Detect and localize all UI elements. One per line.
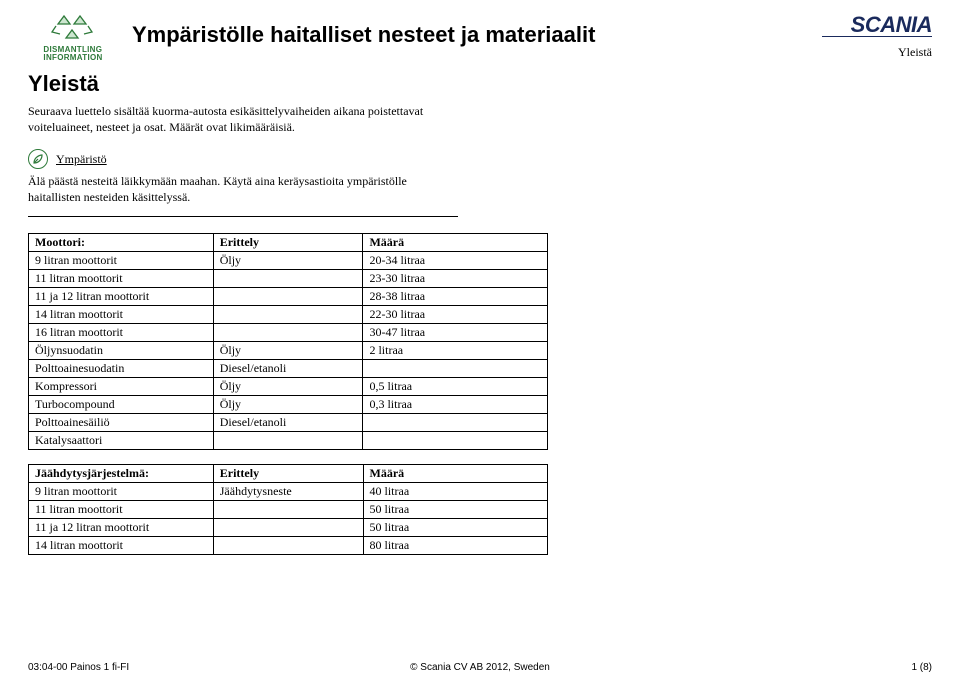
environment-block: Ympäristö Älä päästä nesteitä läikkymään… xyxy=(28,149,458,216)
table-cell: Diesel/etanoli xyxy=(213,413,363,431)
table-cell xyxy=(363,359,548,377)
table-header-cell: Määrä xyxy=(363,233,548,251)
table-cell: 0,3 litraa xyxy=(363,395,548,413)
footer-center: © Scania CV AB 2012, Sweden xyxy=(410,662,550,673)
table-cell: 11 litran moottorit xyxy=(29,500,214,518)
table-row: 9 litran moottoritJäähdytysneste40 litra… xyxy=(29,482,548,500)
environment-head: Ympäristö xyxy=(28,149,458,169)
table-header-cell: Moottori: xyxy=(29,233,214,251)
page-header: DISMANTLING INFORMATION Ympäristölle hai… xyxy=(28,12,932,63)
table-cell: 80 litraa xyxy=(363,536,547,554)
table-row: PolttoainesäiliöDiesel/etanoli xyxy=(29,413,548,431)
table-cell: Polttoainesuodatin xyxy=(29,359,214,377)
environment-title: Ympäristö xyxy=(56,152,107,167)
table-header-cell: Määrä xyxy=(363,464,547,482)
table-row: Katalysaattori xyxy=(29,431,548,449)
recycle-icon xyxy=(50,12,96,44)
table-cell xyxy=(213,287,363,305)
table-cell: Diesel/etanoli xyxy=(213,359,363,377)
table-cell: Katalysaattori xyxy=(29,431,214,449)
table-row: TurbocompoundÖljy0,3 litraa xyxy=(29,395,548,413)
table-row: 11 ja 12 litran moottorit 50 litraa xyxy=(29,518,548,536)
table-cell: 2 litraa xyxy=(363,341,548,359)
table-cell xyxy=(213,431,363,449)
leaf-icon xyxy=(28,149,48,169)
logo-text: DISMANTLING INFORMATION xyxy=(43,46,102,63)
table-cell: 14 litran moottorit xyxy=(29,536,214,554)
engine-table: Moottori:ErittelyMäärä9 litran moottorit… xyxy=(28,233,548,450)
table-cell: 11 ja 12 litran moottorit xyxy=(29,518,214,536)
top-subtitle: Yleistä xyxy=(822,45,932,60)
table-row: Jäähdytysjärjestelmä:ErittelyMäärä xyxy=(29,464,548,482)
table-row: 9 litran moottoritÖljy20-34 litraa xyxy=(29,251,548,269)
table-cell: 50 litraa xyxy=(363,500,547,518)
table-cell xyxy=(363,431,548,449)
table-cell: Turbocompound xyxy=(29,395,214,413)
table-cell: 20-34 litraa xyxy=(363,251,548,269)
table-row: PolttoainesuodatinDiesel/etanoli xyxy=(29,359,548,377)
intro-paragraph: Seuraava luettelo sisältää kuorma-autost… xyxy=(28,103,458,135)
table-row: Moottori:ErittelyMäärä xyxy=(29,233,548,251)
table-cell: Öljy xyxy=(213,377,363,395)
table-row: 16 litran moottorit 30-47 litraa xyxy=(29,323,548,341)
table-cell: Jäähdytysneste xyxy=(213,482,363,500)
table-row: 14 litran moottorit 80 litraa xyxy=(29,536,548,554)
table-cell: 11 litran moottorit xyxy=(29,269,214,287)
table-cell: Kompressori xyxy=(29,377,214,395)
table-cell xyxy=(213,269,363,287)
table-cell xyxy=(363,413,548,431)
table-cell: 9 litran moottorit xyxy=(29,251,214,269)
table-row: 14 litran moottorit 22-30 litraa xyxy=(29,305,548,323)
table-cell: 11 ja 12 litran moottorit xyxy=(29,287,214,305)
footer-left: 03:04-00 Painos 1 fi-FI xyxy=(28,662,129,673)
engine-table-body: Moottori:ErittelyMäärä9 litran moottorit… xyxy=(29,233,548,449)
table-cell: 50 litraa xyxy=(363,518,547,536)
table-cell xyxy=(213,500,363,518)
table-cell: Öljynsuodatin xyxy=(29,341,214,359)
table-cell xyxy=(213,323,363,341)
header-left: DISMANTLING INFORMATION Ympäristölle hai… xyxy=(28,12,595,63)
table-cell: 40 litraa xyxy=(363,482,547,500)
table-row: KompressoriÖljy0,5 litraa xyxy=(29,377,548,395)
dismantling-logo: DISMANTLING INFORMATION xyxy=(28,12,118,63)
table-header-cell: Erittely xyxy=(213,464,363,482)
table-row: 11 ja 12 litran moottorit 28-38 litraa xyxy=(29,287,548,305)
table-row: 11 litran moottorit 23-30 litraa xyxy=(29,269,548,287)
table-row: 11 litran moottorit 50 litraa xyxy=(29,500,548,518)
table-cell: 16 litran moottorit xyxy=(29,323,214,341)
header-right: SCANIA Yleistä xyxy=(822,12,932,60)
table-cell: 9 litran moottorit xyxy=(29,482,214,500)
table-cell: 14 litran moottorit xyxy=(29,305,214,323)
table-row: ÖljynsuodatinÖljy2 litraa xyxy=(29,341,548,359)
document-title: Ympäristölle haitalliset nesteet ja mate… xyxy=(132,22,595,48)
scania-logo: SCANIA xyxy=(822,12,932,38)
table-header-cell: Erittely xyxy=(213,233,363,251)
footer-right: 1 (8) xyxy=(911,662,932,673)
logo-line2: INFORMATION xyxy=(43,54,102,62)
cooling-table: Jäähdytysjärjestelmä:ErittelyMäärä9 litr… xyxy=(28,464,548,555)
table-cell xyxy=(213,536,363,554)
table-header-cell: Jäähdytysjärjestelmä: xyxy=(29,464,214,482)
table-cell: Polttoainesäiliö xyxy=(29,413,214,431)
table-cell: Öljy xyxy=(213,395,363,413)
table-cell: Öljy xyxy=(213,251,363,269)
table-cell: 0,5 litraa xyxy=(363,377,548,395)
table-cell: 30-47 litraa xyxy=(363,323,548,341)
table-cell xyxy=(213,305,363,323)
table-cell: Öljy xyxy=(213,341,363,359)
environment-text: Älä päästä nesteitä läikkymään maahan. K… xyxy=(28,173,458,205)
table-cell: 23-30 litraa xyxy=(363,269,548,287)
page-footer: 03:04-00 Painos 1 fi-FI © Scania CV AB 2… xyxy=(28,662,932,673)
section-heading: Yleistä xyxy=(28,71,932,97)
table-cell xyxy=(213,518,363,536)
table-cell: 28-38 litraa xyxy=(363,287,548,305)
table-cell: 22-30 litraa xyxy=(363,305,548,323)
cooling-table-body: Jäähdytysjärjestelmä:ErittelyMäärä9 litr… xyxy=(29,464,548,554)
